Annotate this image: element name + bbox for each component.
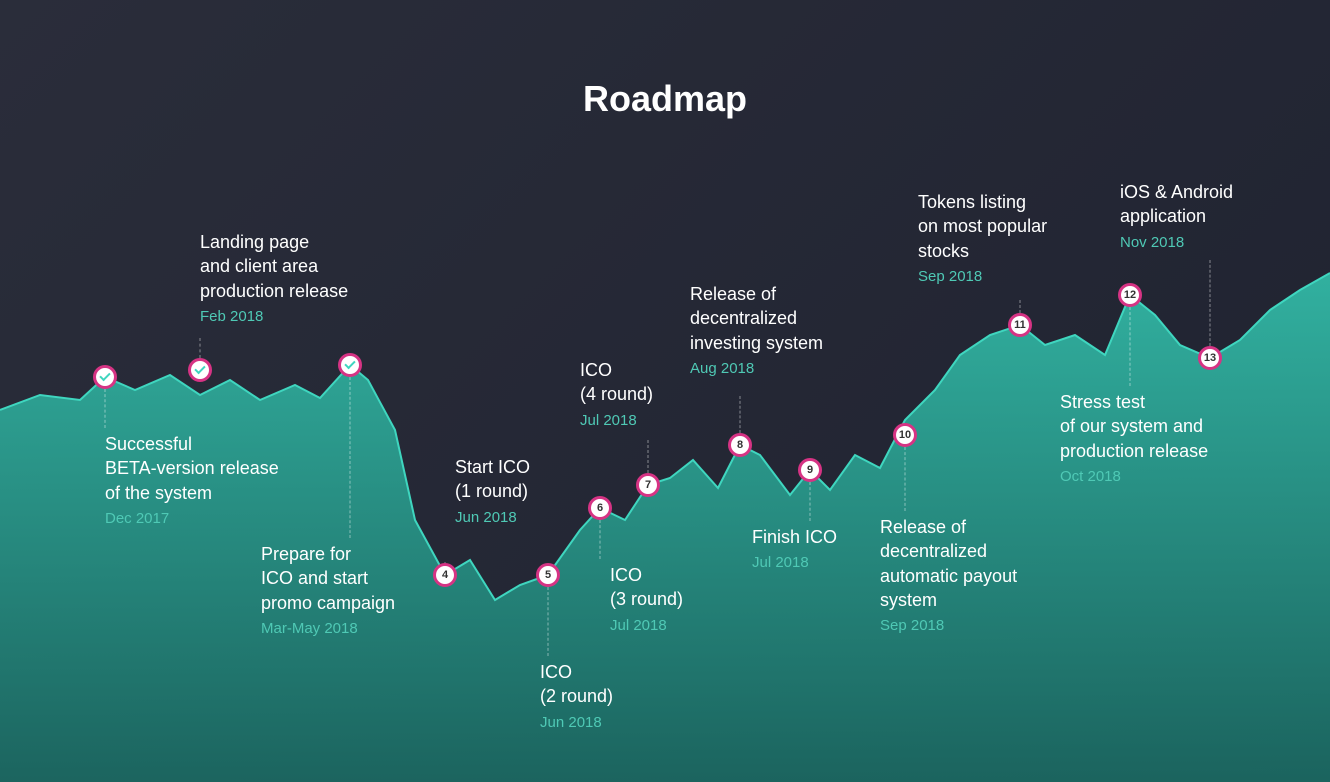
milestone-text-line: ICO	[610, 563, 683, 587]
milestone-date: Jul 2018	[610, 616, 683, 636]
milestone-leader	[600, 520, 601, 559]
milestone-text-line: production release	[1060, 439, 1208, 463]
milestone-label: ICO(2 round) Jun 2018	[540, 660, 613, 733]
milestone-date: Mar-May 2018	[261, 619, 395, 639]
milestone-marker-number: 10	[893, 423, 917, 447]
milestone-date: Oct 2018	[1060, 467, 1208, 487]
milestone-date: Jun 2018	[455, 508, 530, 528]
milestone-leader	[810, 482, 811, 521]
milestone-number: 10	[899, 429, 911, 441]
milestone-label: Prepare forICO and startpromo campaign Ma…	[261, 542, 395, 639]
milestone-leader	[1210, 260, 1211, 346]
milestone-text-line: promo campaign	[261, 591, 395, 615]
milestone-marker-number: 12	[1118, 283, 1142, 307]
milestone-marker-number: 8	[728, 433, 752, 457]
milestone-text-line: on most popular	[918, 214, 1047, 238]
milestone-marker-number: 11	[1008, 313, 1032, 337]
milestone-text-line: Release of	[880, 515, 1017, 539]
milestone-text-line: application	[1120, 204, 1233, 228]
milestone-leader	[105, 389, 106, 428]
milestone-label: ICO(4 round) Jul 2018	[580, 358, 653, 431]
milestone-text-line: decentralized	[690, 306, 823, 330]
milestone-text-line: system	[880, 588, 1017, 612]
milestone-label: iOS & Androidapplication Nov 2018	[1120, 180, 1233, 253]
milestone-date: Dec 2017	[105, 509, 279, 529]
milestone-leader	[740, 396, 741, 433]
milestone-marker-number: 9	[798, 458, 822, 482]
milestone-label: Tokens listingon most popularstocks Sep 2…	[918, 190, 1047, 287]
milestone-label: Landing pageand client areaproduction re…	[200, 230, 348, 327]
milestone-text-line: Successful	[105, 432, 279, 456]
milestone-text-line: of the system	[105, 481, 279, 505]
milestone-date: Sep 2018	[880, 616, 1017, 636]
milestone-leader	[548, 587, 549, 656]
milestone-leader	[905, 447, 906, 511]
milestone-marker-number: 6	[588, 496, 612, 520]
milestone-date: Jun 2018	[540, 713, 613, 733]
milestone-text-line: Release of	[690, 282, 823, 306]
milestone-text-line: (4 round)	[580, 382, 653, 406]
milestone-marker-number: 7	[636, 473, 660, 497]
milestone-number: 5	[545, 569, 551, 581]
milestone-text-line: ICO	[580, 358, 653, 382]
milestone-date: Jul 2018	[752, 553, 837, 573]
milestone-label: ICO(3 round) Jul 2018	[610, 563, 683, 636]
milestone-text-line: and client area	[200, 254, 348, 278]
milestone-leader	[1020, 300, 1021, 313]
milestone-label: SuccessfulBETA-version releaseof the sys…	[105, 432, 279, 529]
milestone-number: 11	[1014, 319, 1026, 331]
milestone-text-line: (2 round)	[540, 684, 613, 708]
milestone-text-line: Start ICO	[455, 455, 530, 479]
milestone-text-line: Landing page	[200, 230, 348, 254]
milestone-text-line: (3 round)	[610, 587, 683, 611]
milestone-date: Jul 2018	[580, 411, 653, 431]
check-icon	[194, 363, 205, 374]
milestone-number: 12	[1124, 289, 1136, 301]
milestone-text-line: ICO and start	[261, 566, 395, 590]
milestone-text-line: Stress test	[1060, 390, 1208, 414]
milestone-text-line: production release	[200, 279, 348, 303]
milestone-label: Stress testof our system andproduction r…	[1060, 390, 1208, 487]
check-icon	[99, 370, 110, 381]
check-icon	[344, 358, 355, 369]
milestone-leader	[1130, 307, 1131, 386]
milestone-date: Aug 2018	[690, 359, 823, 379]
milestone-text-line: Tokens listing	[918, 190, 1047, 214]
milestone-marker-number: 5	[536, 563, 560, 587]
milestone-date: Nov 2018	[1120, 233, 1233, 253]
milestone-label: Release ofdecentralizedinvesting system A…	[690, 282, 823, 379]
milestone-text-line: ICO	[540, 660, 613, 684]
milestone-leader	[350, 377, 351, 538]
milestone-marker-number: 4	[433, 563, 457, 587]
milestone-text-line: of our system and	[1060, 414, 1208, 438]
milestone-label: Finish ICO Jul 2018	[752, 525, 837, 574]
milestone-number: 8	[737, 439, 743, 451]
milestone-text-line: stocks	[918, 239, 1047, 263]
milestone-leader	[648, 440, 649, 473]
milestone-text-line: BETA-version release	[105, 456, 279, 480]
milestone-text-line: Finish ICO	[752, 525, 837, 549]
milestone-label: Start ICO(1 round) Jun 2018	[455, 455, 530, 528]
milestone-text-line: iOS & Android	[1120, 180, 1233, 204]
milestone-date: Feb 2018	[200, 307, 348, 327]
milestone-marker-check	[93, 365, 117, 389]
milestone-leader	[200, 338, 201, 358]
milestone-marker-check	[338, 353, 362, 377]
milestone-text-line: investing system	[690, 331, 823, 355]
milestone-marker-check	[188, 358, 212, 382]
milestone-text-line: Prepare for	[261, 542, 395, 566]
milestone-text-line: decentralized	[880, 539, 1017, 563]
milestone-number: 6	[597, 502, 603, 514]
milestone-text-line: (1 round)	[455, 479, 530, 503]
milestone-number: 4	[442, 569, 448, 581]
milestone-number: 13	[1204, 352, 1216, 364]
milestone-text-line: automatic payout	[880, 564, 1017, 588]
milestone-date: Sep 2018	[918, 267, 1047, 287]
milestone-number: 9	[807, 464, 813, 476]
milestone-marker-number: 13	[1198, 346, 1222, 370]
milestone-number: 7	[645, 479, 651, 491]
milestone-label: Release ofdecentralizedautomatic payouts…	[880, 515, 1017, 636]
